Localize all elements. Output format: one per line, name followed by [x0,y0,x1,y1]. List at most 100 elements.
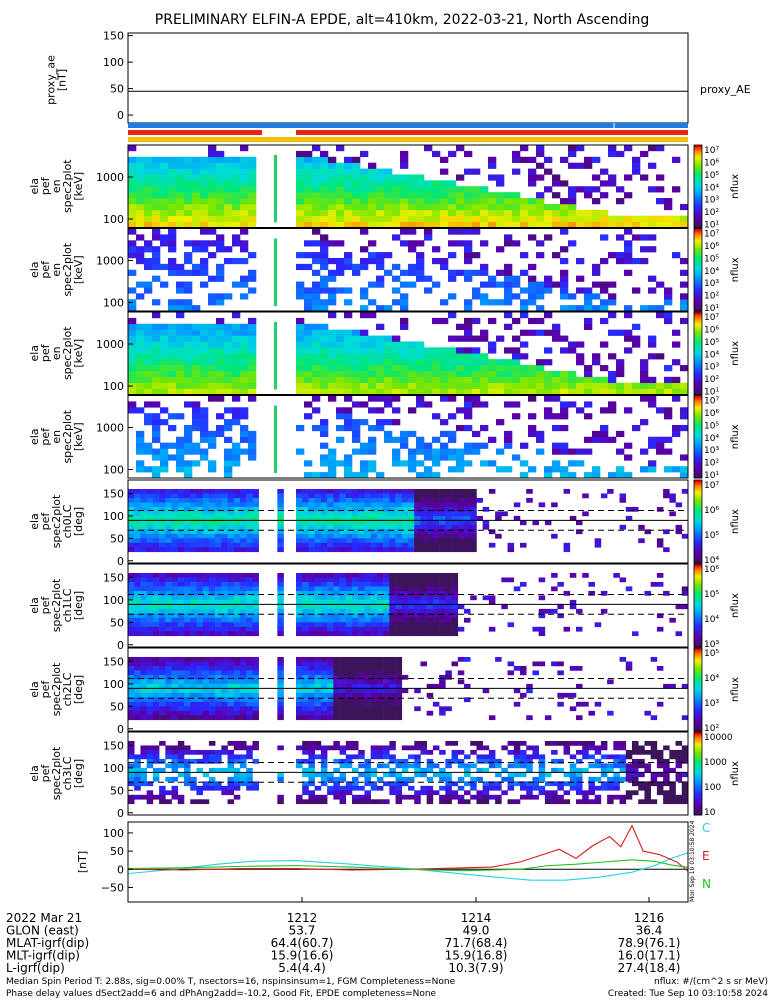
pitch-cell [333,767,340,773]
pitch-cell [557,613,564,619]
energy-cell [632,382,641,389]
energy-cell [208,382,217,389]
pitch-cell [152,581,160,587]
energy-cell [472,448,481,455]
energy-cell [392,395,401,402]
pitch-1-colorbar-segment [694,631,702,634]
pitch-cell [358,799,365,805]
pitch-cell [451,595,459,601]
pitch-cell [364,758,371,764]
energy-cell [248,323,257,330]
energy-cell [568,401,577,408]
energy-cell [608,174,617,181]
energy-cell [128,359,137,366]
pitch-cell [457,656,465,662]
pitch-cell [314,745,322,751]
pitch-cell [196,595,203,601]
pitch-cell [445,581,452,587]
energy-cell [320,454,329,461]
pitch-cell [401,497,409,503]
pitch-cell [420,524,427,530]
pitch-cell [128,715,135,721]
energy-cell [320,335,329,342]
energy-cell [128,353,137,360]
pitch-cell [277,683,284,689]
pitch-cell [333,785,340,791]
energy-ytick-label: 1000 [96,255,124,268]
energy-0-colorbar-segment [694,175,702,178]
energy-cell [584,162,593,169]
pitch-cell [327,701,334,707]
pitch-cell [184,674,191,680]
pitch-cell [333,502,340,508]
pitch-cell [184,502,191,508]
ae-ytick-label: 100 [103,56,124,69]
pitch-cell [320,794,328,800]
energy-cell [384,215,393,222]
energy-cell [136,234,145,241]
pitch-cell [184,631,191,637]
energy-cell [400,353,409,360]
pitch-cell [221,572,228,578]
pitch-cell [184,586,191,592]
energy-cell [592,376,601,384]
energy-cell [640,365,649,372]
pitch-cell [227,715,235,721]
energy-cell [304,370,313,378]
energy-cell [240,240,249,247]
energy-cell [520,156,529,163]
pitch-cell [246,524,253,530]
pitch-cell [663,683,670,689]
pitch-cell [196,502,203,508]
pitch-cell [345,538,353,544]
pitch-cell [215,715,222,721]
energy-cell [472,388,481,395]
pitch-cell [314,577,322,583]
energy-cell [352,269,361,276]
pitch-cell [221,547,228,553]
pitch-cell [140,604,147,610]
energy-cell [216,192,225,199]
energy-cell [328,180,337,187]
pitch-cell [439,586,446,592]
pitch-2-colorbar-segment [694,660,702,663]
pitch-cell [451,613,459,619]
energy-cell [464,388,473,395]
pitch-cell [314,679,322,685]
pitch-cell [383,488,390,494]
pitch-cell [408,572,415,578]
pitch-cell [215,697,222,703]
pitch-cell [395,776,403,782]
energy-cell [192,246,201,253]
pitch-cell [128,577,135,583]
energy-cell [512,317,521,325]
pitch-cell [196,785,203,791]
energy-cell [304,305,313,312]
pitch-cell [171,586,179,592]
energy-cell [176,323,185,330]
pitch-cell [414,595,421,601]
energy-panel-2: 1000100elapefenspec2plot[keV]10⁷10⁶10⁵10… [28,311,741,398]
pitch-cell [208,538,216,544]
energy-cell [640,382,649,389]
pitch-cell [383,572,390,578]
pitch-cell [439,683,446,689]
pitch-cell [302,785,309,791]
energy-cell [312,186,321,193]
energy-cell [360,186,369,193]
pitch-cell [177,547,185,553]
energy-3-ylabel-line: spec2plot [61,409,74,463]
energy-cell [184,323,193,330]
pitch-0-ylabel-line: ela [28,513,41,530]
energy-cell [304,376,313,384]
pitch-cell [364,595,371,601]
energy-cell [240,329,249,336]
energy-cell [208,370,217,378]
energy-3-colorbar-segment [694,462,702,465]
pitch-cell [389,581,396,587]
pitch-cell [221,767,228,773]
energy-cell [224,365,233,372]
energy-cell [328,257,337,265]
energy-cell [480,329,489,336]
energy-cell [448,209,457,217]
